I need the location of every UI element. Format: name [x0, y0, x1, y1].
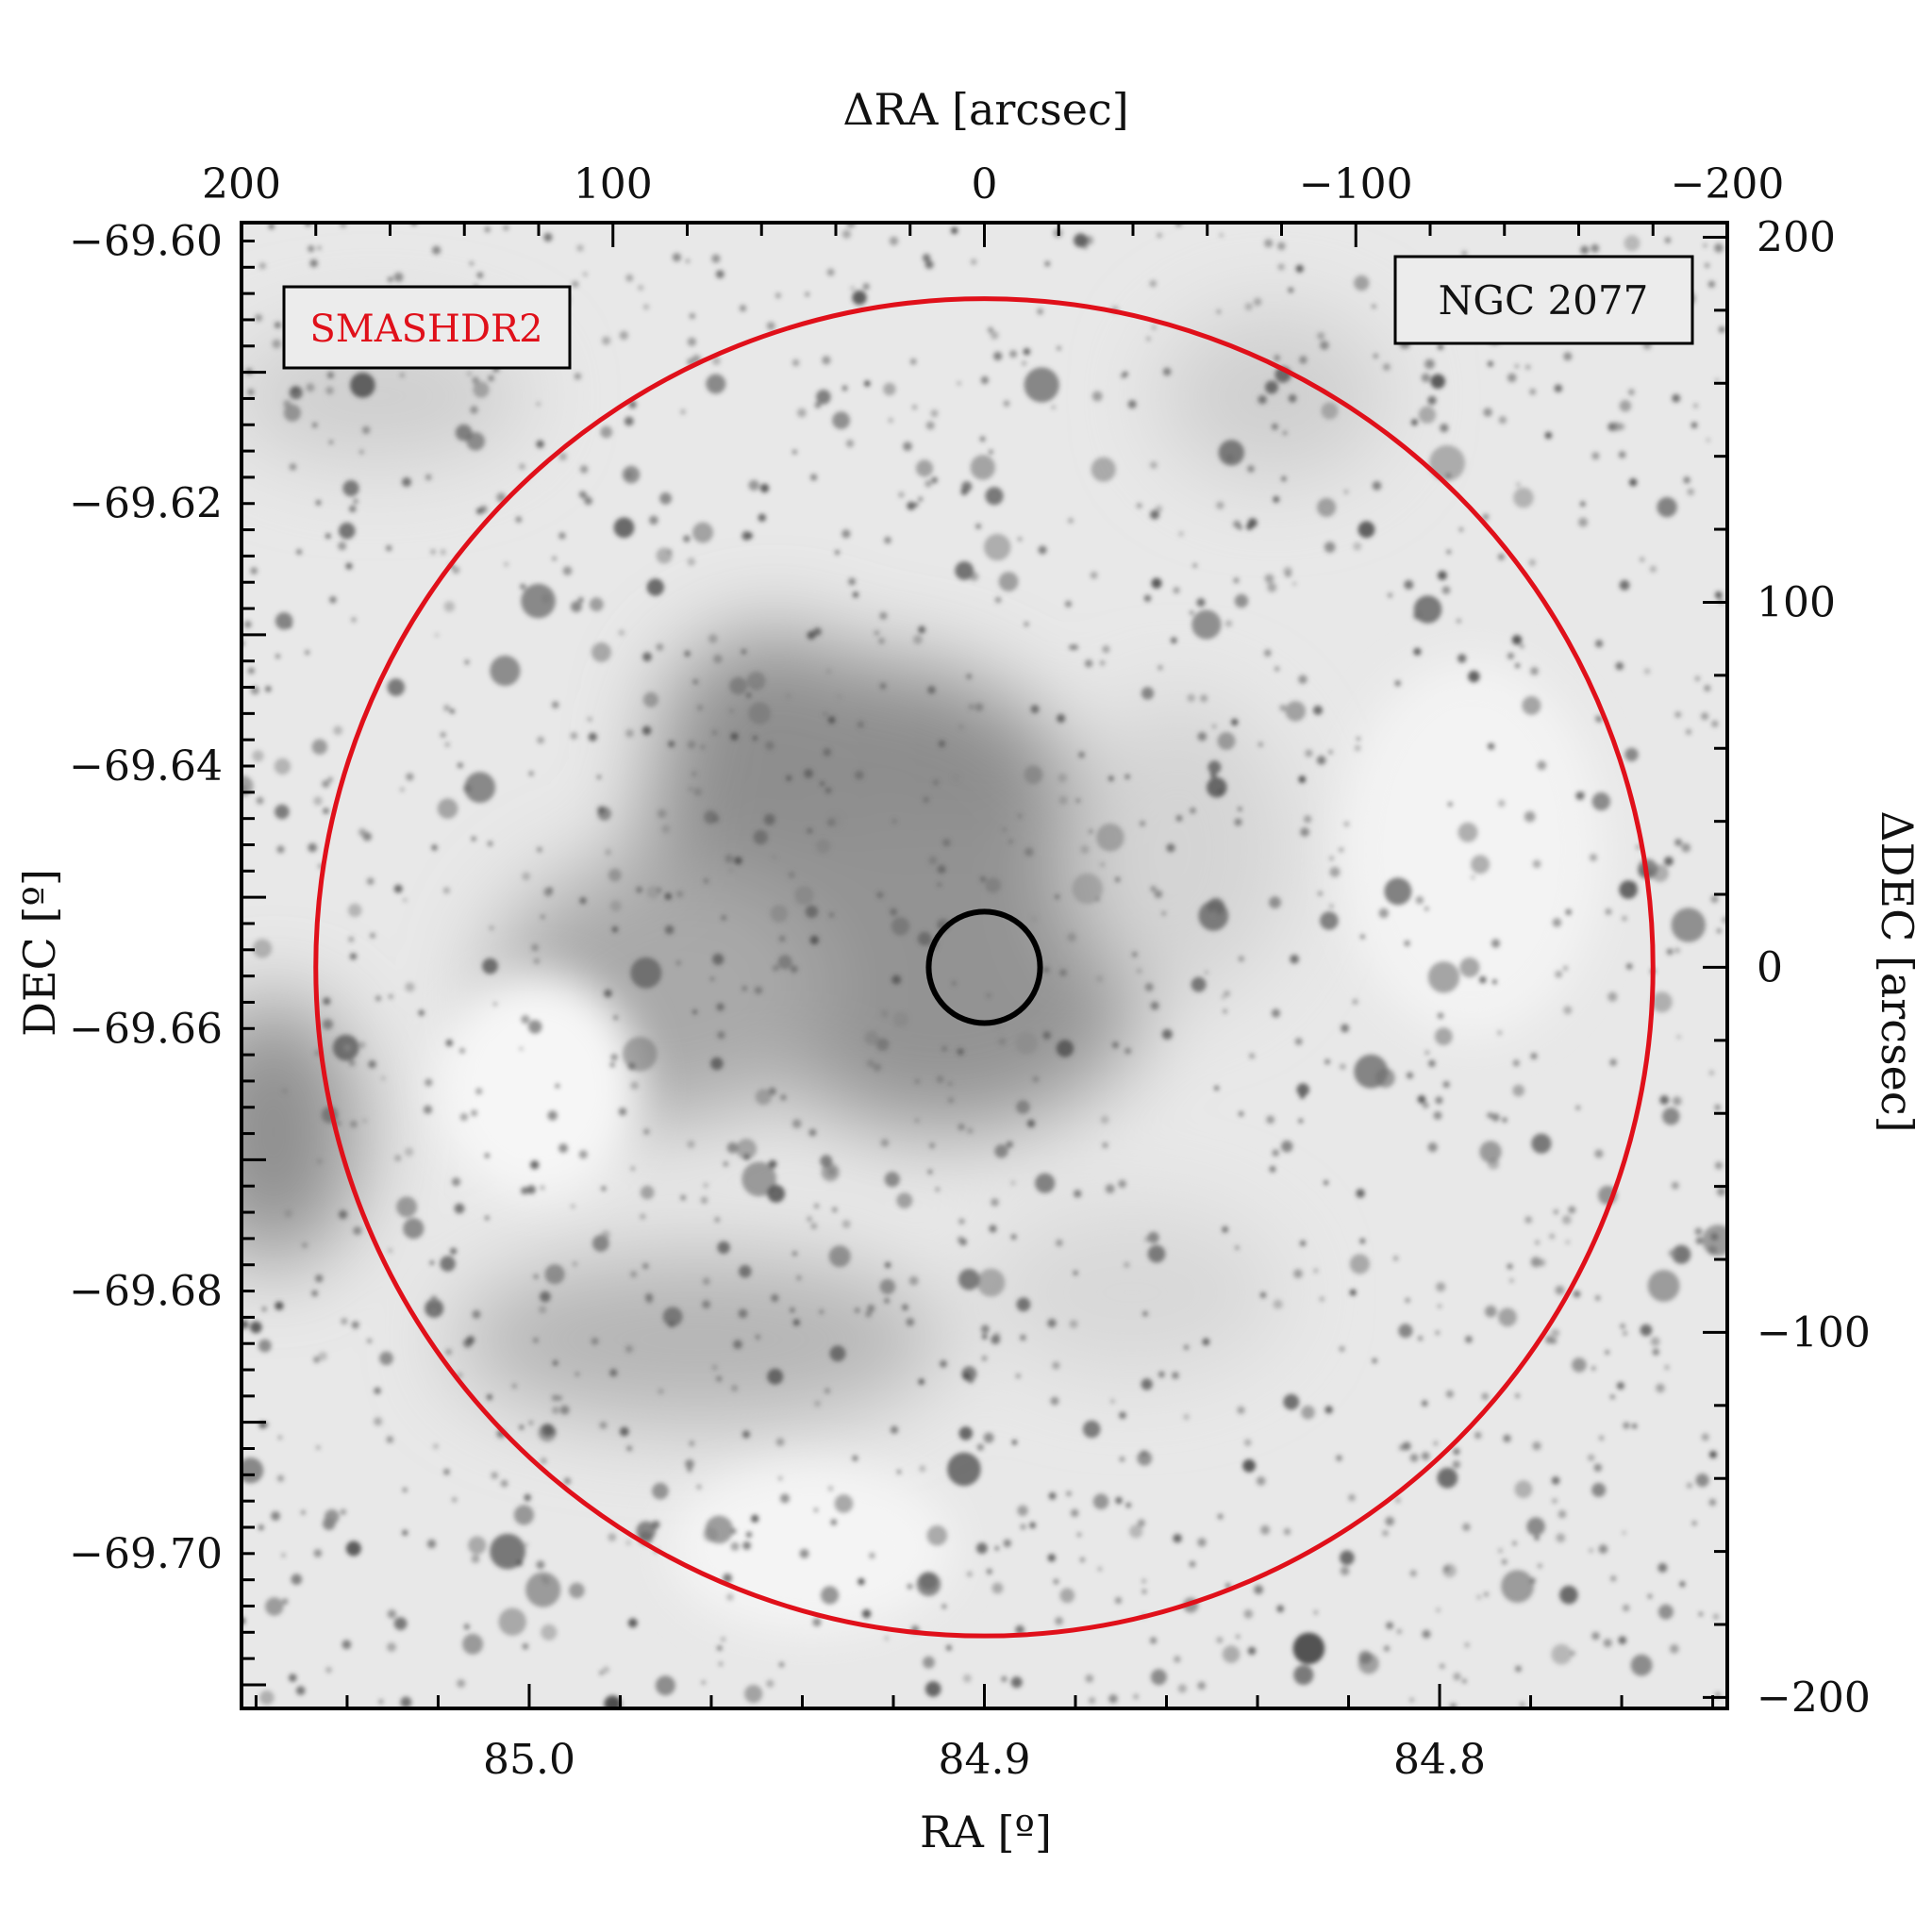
- survey-label: SMASHDR2: [309, 308, 542, 351]
- dec-tick-label: −69.60: [69, 217, 223, 265]
- ddec-tick-label: 0: [1757, 943, 1783, 991]
- ddec-tick-label: 100: [1757, 578, 1836, 626]
- dec-tick-label: −69.62: [69, 480, 223, 528]
- ra-tick-label: 84.8: [1393, 1736, 1486, 1784]
- y-axis-title: DEC [º]: [14, 869, 65, 1037]
- region-circles: [313, 296, 1656, 1639]
- object-label-box: NGC 2077: [1393, 255, 1694, 345]
- axis-delta-ra: 200 100 0 −100 −200: [202, 160, 1784, 247]
- sky-image: [242, 223, 1727, 1708]
- object-label: NGC 2077: [1439, 277, 1649, 324]
- dra-tick-label: −200: [1671, 160, 1785, 208]
- ddec-tick-label: 200: [1757, 213, 1836, 261]
- dec-tick-label: −69.68: [69, 1268, 223, 1316]
- x-axis-title: RA [º]: [920, 1807, 1052, 1857]
- top-axis-title: ΔRA [arcsec]: [842, 84, 1128, 135]
- dra-tick-label: −100: [1299, 160, 1413, 208]
- survey-label-box: SMASHDR2: [282, 285, 572, 370]
- dra-tick-label: 200: [202, 160, 281, 208]
- ra-tick-label: 84.9: [939, 1736, 1031, 1784]
- dra-tick-label: 0: [972, 160, 998, 208]
- inner-circle: [925, 908, 1043, 1026]
- axis-ra: 85.0 84.9 84.8: [254, 1684, 1715, 1784]
- axis-delta-dec: 200 100 0 −100 −200: [1703, 213, 1871, 1722]
- dec-tick-label: −69.64: [69, 742, 223, 791]
- dec-tick-label: −69.66: [69, 1005, 223, 1053]
- dec-tick-label: −69.70: [69, 1530, 223, 1578]
- axis-dec: −69.60 −69.62 −69.64 −69.66 −69.68 −69.70: [69, 217, 266, 1687]
- right-axis-title: ΔDEC [arcsec]: [1872, 810, 1923, 1132]
- outer-circle: [313, 296, 1656, 1639]
- dra-tick-label: 100: [574, 160, 653, 208]
- ddec-tick-label: −200: [1757, 1674, 1871, 1722]
- ddec-tick-label: −100: [1757, 1308, 1871, 1357]
- ra-tick-label: 85.0: [483, 1736, 575, 1784]
